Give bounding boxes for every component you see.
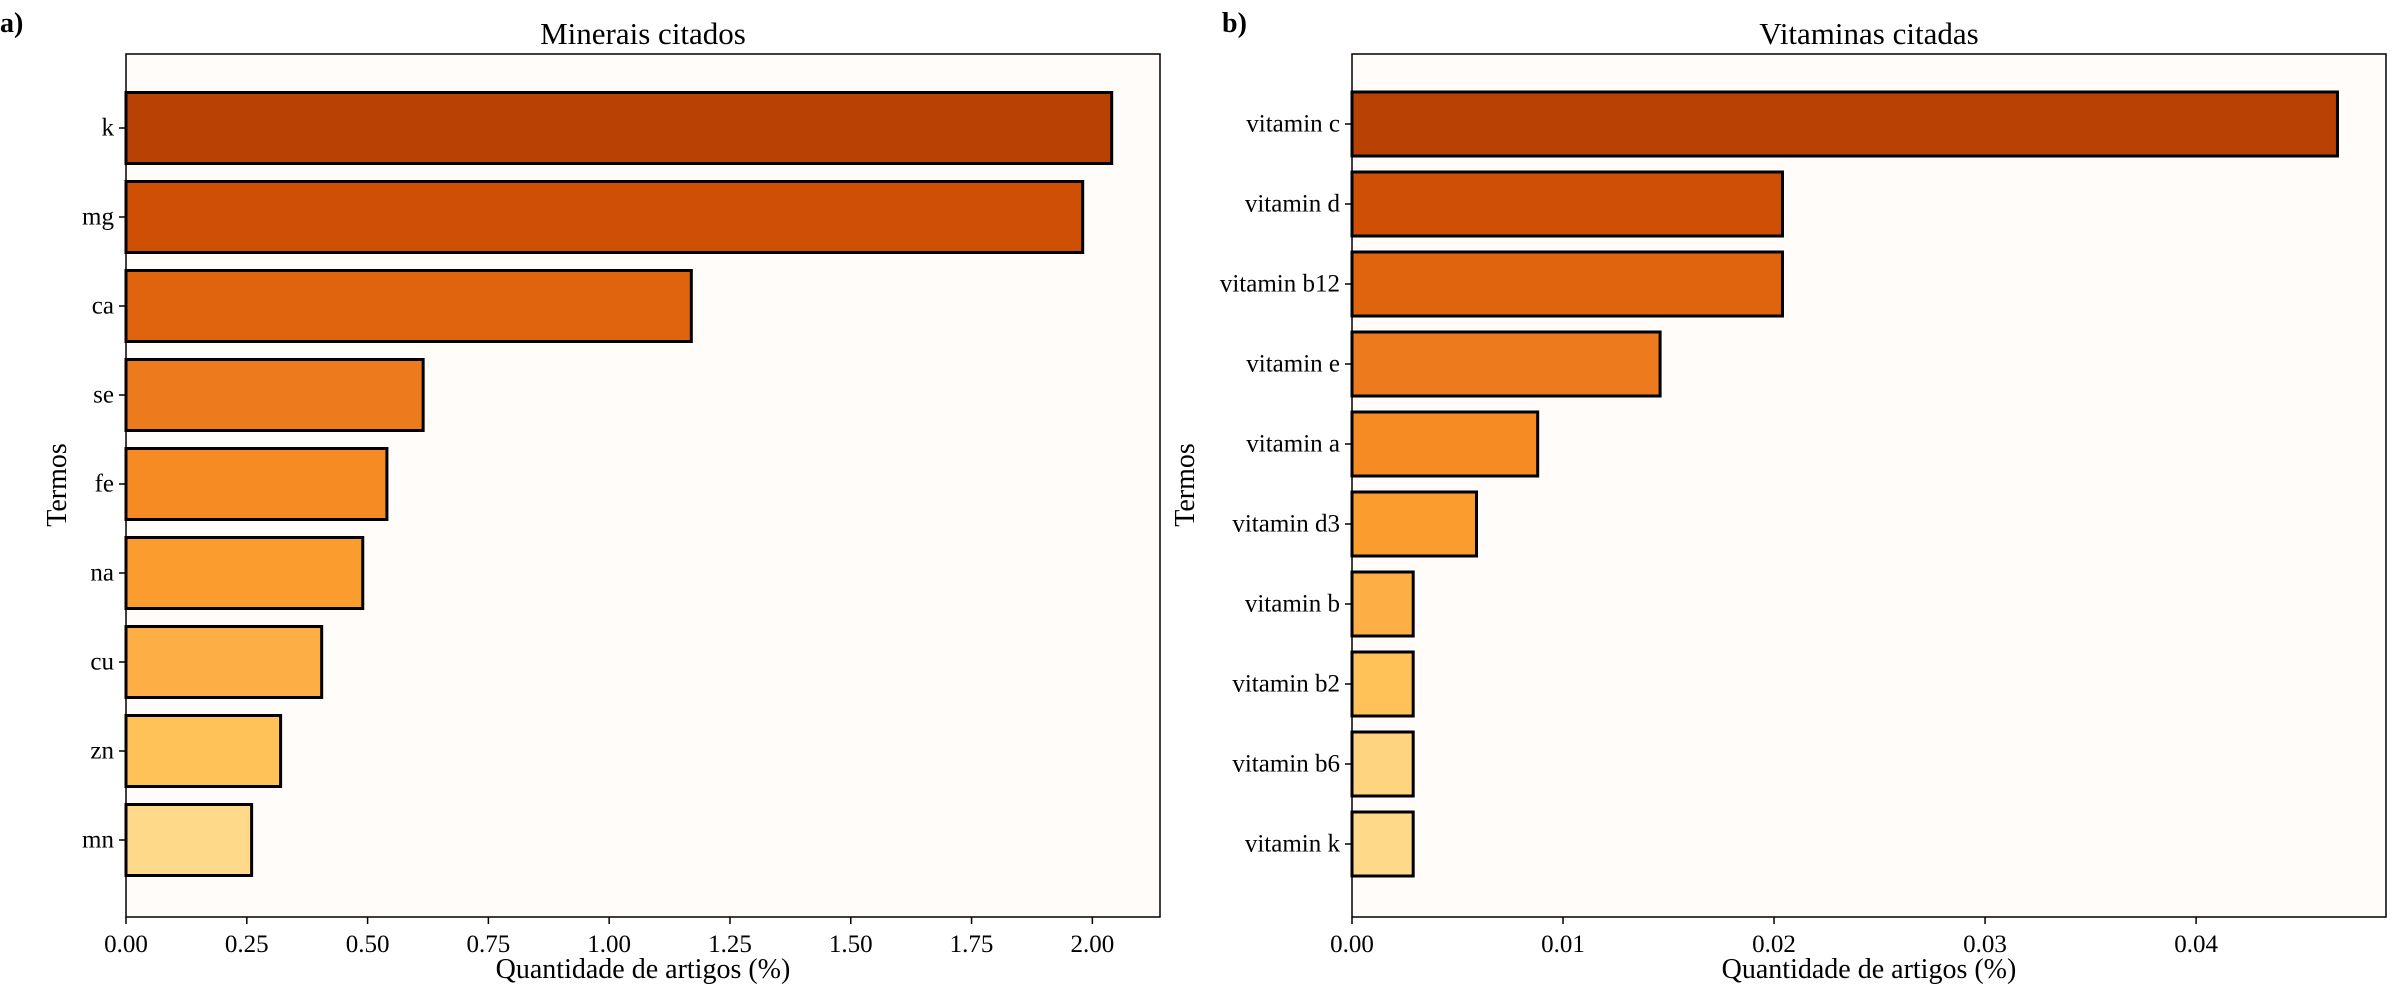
y-tick-label-vitamin-vitamin-d3: vitamin d3 xyxy=(1232,511,1340,538)
x-tick-label-mineral-1: 0.25 xyxy=(225,931,269,958)
vitamins-chart: vitamin c vitamin d vitamin b12 vitamin e vi… xyxy=(1170,8,2387,985)
y-tick-label-mineral-cu: cu xyxy=(90,649,114,676)
axes-frame-vitamins xyxy=(1351,53,2387,918)
bar-vitamin-vitamin-a xyxy=(1350,410,1540,478)
y-tick-label-vitamin-vitamin-a: vitamin a xyxy=(1246,431,1340,458)
chart-title-vitamins: Vitaminas citadas xyxy=(1759,16,1978,51)
y-axis-label-minerals: Termos xyxy=(42,443,73,527)
bar-mineral-cu xyxy=(124,625,324,699)
y-tick-label-vitamin-vitamin-k: vitamin k xyxy=(1245,831,1341,858)
y-tick-label-mineral-fe: fe xyxy=(95,471,114,498)
minerals-chart: k mg ca se fe na cu zn mn 0.00 0.25 0.50 0.75 1.00 1.2… xyxy=(0,8,1161,985)
y-tick-label-vitamin-vitamin-b12: vitamin b12 xyxy=(1220,271,1340,298)
x-tick-label-mineral-3: 0.75 xyxy=(467,931,511,958)
bar-vitamin-vitamin-b6 xyxy=(1350,730,1415,798)
x-tick-label-vitamin-4: 0.04 xyxy=(2174,931,2218,958)
x-tick-label-mineral-7: 1.75 xyxy=(950,931,994,958)
x-tick-label-mineral-8: 2.00 xyxy=(1070,931,1114,958)
bar-mineral-zn xyxy=(124,714,283,788)
y-tick-label-mineral-k: k xyxy=(102,115,115,142)
bar-vitamin-vitamin-b xyxy=(1350,570,1415,638)
y-tick-label-mineral-se: se xyxy=(93,382,114,409)
bar-mineral-fe xyxy=(124,447,389,521)
y-tick-label-vitamin-vitamin-e: vitamin e xyxy=(1246,351,1340,378)
y-tick-label-vitamin-vitamin-b2: vitamin b2 xyxy=(1232,671,1340,698)
bar-mineral-na xyxy=(124,536,365,610)
bar-vitamin-vitamin-b12 xyxy=(1350,250,1784,318)
x-tick-label-vitamin-0: 0.00 xyxy=(1330,931,1374,958)
bar-vitamin-vitamin-k xyxy=(1350,810,1415,878)
chart-title-minerals: Minerais citados xyxy=(540,16,746,51)
y-tick-label-mineral-mn: mn xyxy=(82,827,114,854)
x-axis-label-minerals: Quantidade de artigos (%) xyxy=(496,954,791,985)
bar-mineral-k xyxy=(124,91,1114,165)
y-tick-label-mineral-mg: mg xyxy=(82,204,114,231)
y-tick-label-mineral-zn: zn xyxy=(90,738,114,765)
panel-label-a: a) xyxy=(0,8,23,39)
y-tick-label-vitamin-vitamin-b: vitamin b xyxy=(1245,591,1340,618)
y-tick-label-mineral-na: na xyxy=(90,560,114,587)
bar-vitamin-vitamin-e xyxy=(1350,330,1662,398)
x-tick-label-mineral-0: 0.00 xyxy=(104,931,148,958)
y-tick-label-vitamin-vitamin-d: vitamin d xyxy=(1245,191,1341,218)
x-tick-label-mineral-6: 1.50 xyxy=(829,931,873,958)
x-tick-label-vitamin-3: 0.03 xyxy=(1963,931,2007,958)
y-tick-label-vitamin-vitamin-b6: vitamin b6 xyxy=(1232,751,1340,778)
x-tick-label-vitamin-2: 0.02 xyxy=(1752,931,1796,958)
y-axis-label-vitamins: Termos xyxy=(1170,443,1201,527)
bar-vitamin-vitamin-d xyxy=(1350,170,1784,238)
bar-vitamin-vitamin-d3 xyxy=(1350,490,1479,558)
bar-mineral-ca xyxy=(124,269,693,343)
axes-frame-minerals xyxy=(125,53,1161,918)
x-tick-label-mineral-5: 1.25 xyxy=(708,931,752,958)
x-tick-label-vitamin-1: 0.01 xyxy=(1541,931,1585,958)
bar-mineral-mn xyxy=(124,803,254,877)
bar-vitamin-vitamin-b2 xyxy=(1350,650,1415,718)
x-tick-label-mineral-4: 1.00 xyxy=(587,931,631,958)
bar-mineral-mg xyxy=(124,180,1085,254)
bar-vitamin-vitamin-c xyxy=(1350,90,2339,158)
panel-label-b: b) xyxy=(1222,8,1247,39)
bar-mineral-se xyxy=(124,358,425,432)
x-tick-label-mineral-2: 0.50 xyxy=(346,931,390,958)
y-tick-label-vitamin-vitamin-c: vitamin c xyxy=(1246,111,1340,138)
y-tick-label-mineral-ca: ca xyxy=(92,293,114,320)
x-axis-label-vitamins: Quantidade de artigos (%) xyxy=(1722,954,2017,985)
